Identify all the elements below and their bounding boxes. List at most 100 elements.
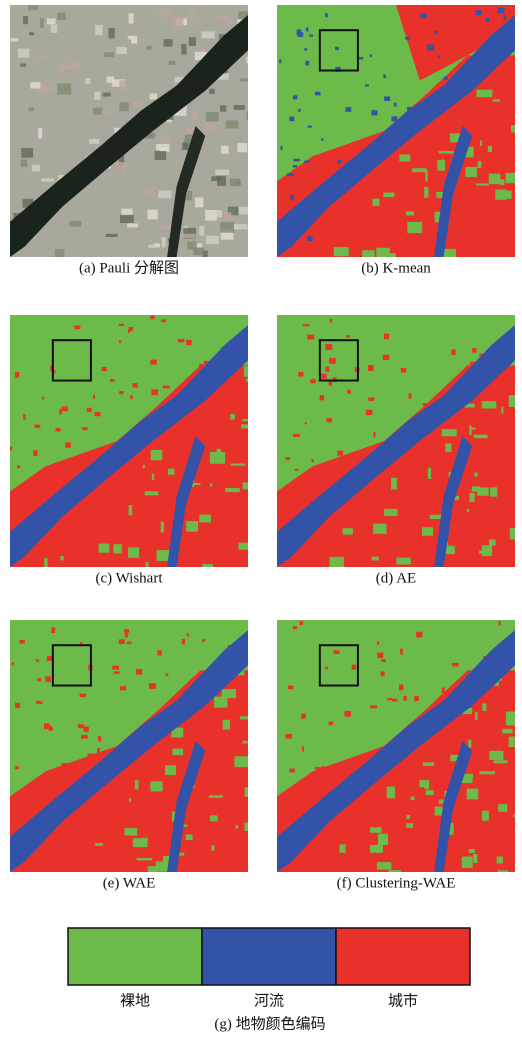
- texture: [187, 241, 197, 250]
- speckle: [513, 814, 515, 817]
- city-area: [10, 670, 248, 872]
- speckle: [369, 54, 372, 58]
- texture: [202, 250, 208, 257]
- texture: [225, 120, 239, 129]
- speckle: [445, 545, 455, 555]
- speckle: [73, 818, 77, 822]
- texture: [233, 224, 248, 230]
- speckle: [150, 781, 163, 792]
- speckle: [512, 528, 515, 537]
- speckle: [424, 186, 429, 198]
- speckle: [144, 491, 159, 496]
- texture: [108, 84, 113, 88]
- texture: [188, 11, 196, 19]
- speckle: [497, 870, 509, 872]
- river: [277, 325, 515, 567]
- speckle: [211, 845, 215, 851]
- speckle: [469, 425, 472, 436]
- speckle: [282, 803, 290, 807]
- speckle: [406, 823, 414, 828]
- speckle: [508, 736, 515, 748]
- speckle: [82, 427, 88, 431]
- speckle: [150, 449, 163, 461]
- speckle: [370, 705, 378, 709]
- speckle: [186, 339, 192, 346]
- speckle: [495, 189, 507, 200]
- speckle: [391, 116, 398, 122]
- speckle: [309, 34, 314, 37]
- speckle: [372, 198, 380, 207]
- speckle: [371, 556, 379, 561]
- speckle: [396, 557, 411, 565]
- speckle: [33, 450, 38, 456]
- texture: [22, 198, 34, 208]
- texture: [182, 142, 189, 151]
- speckle: [358, 56, 364, 60]
- speckle: [481, 401, 497, 409]
- speckle: [473, 854, 478, 864]
- speckle: [380, 671, 385, 677]
- speckle: [468, 739, 472, 748]
- speckle: [118, 323, 125, 326]
- speckle: [242, 418, 248, 422]
- texture: [223, 212, 232, 221]
- speckle: [130, 395, 133, 400]
- texture: [127, 35, 133, 40]
- speckle: [171, 727, 184, 738]
- speckle: [147, 866, 157, 872]
- speckle: [506, 716, 515, 726]
- texture: [156, 144, 170, 152]
- texture: [172, 16, 184, 28]
- texture: [69, 221, 82, 227]
- texture: [127, 223, 139, 228]
- texture: [220, 229, 234, 240]
- speckle: [447, 822, 454, 835]
- speckle: [498, 620, 501, 626]
- speckle: [400, 648, 403, 655]
- speckle: [43, 723, 50, 730]
- texture: [57, 83, 72, 95]
- stream: [167, 741, 206, 872]
- panel-caption: (a) Pauli 分解图: [79, 259, 179, 276]
- river: [277, 630, 515, 872]
- speckle: [37, 678, 42, 682]
- speckle: [128, 505, 133, 516]
- speckle: [492, 99, 500, 102]
- roi-box: [318, 644, 359, 687]
- speckle: [462, 708, 473, 715]
- speckle: [14, 766, 20, 770]
- texture: [194, 51, 207, 61]
- speckle: [416, 631, 423, 638]
- speckle: [293, 433, 300, 437]
- speckle: [289, 116, 295, 122]
- speckle: [489, 750, 504, 760]
- legend-label: 河流: [254, 992, 284, 1009]
- speckle: [150, 315, 155, 320]
- speckle: [325, 344, 333, 351]
- speckle: [384, 96, 391, 102]
- legend-swatch: [335, 927, 471, 986]
- speckle: [510, 125, 515, 133]
- speckle: [222, 719, 230, 730]
- texture: [201, 31, 215, 39]
- texture: [69, 61, 80, 70]
- speckle: [33, 856, 39, 861]
- speckle: [304, 48, 308, 51]
- speckle: [119, 340, 122, 343]
- speckle: [383, 192, 395, 198]
- speckle: [45, 676, 51, 682]
- city-area: [277, 670, 515, 872]
- speckle: [384, 508, 398, 517]
- speckle: [185, 834, 193, 841]
- speckle: [450, 754, 461, 762]
- river: [10, 325, 248, 567]
- texture: [29, 32, 34, 36]
- speckle: [354, 509, 362, 515]
- speckle: [203, 360, 211, 365]
- speckle: [328, 381, 333, 386]
- speckle: [14, 371, 20, 378]
- speckle: [101, 366, 107, 372]
- panel: [277, 620, 515, 872]
- speckle: [329, 318, 333, 323]
